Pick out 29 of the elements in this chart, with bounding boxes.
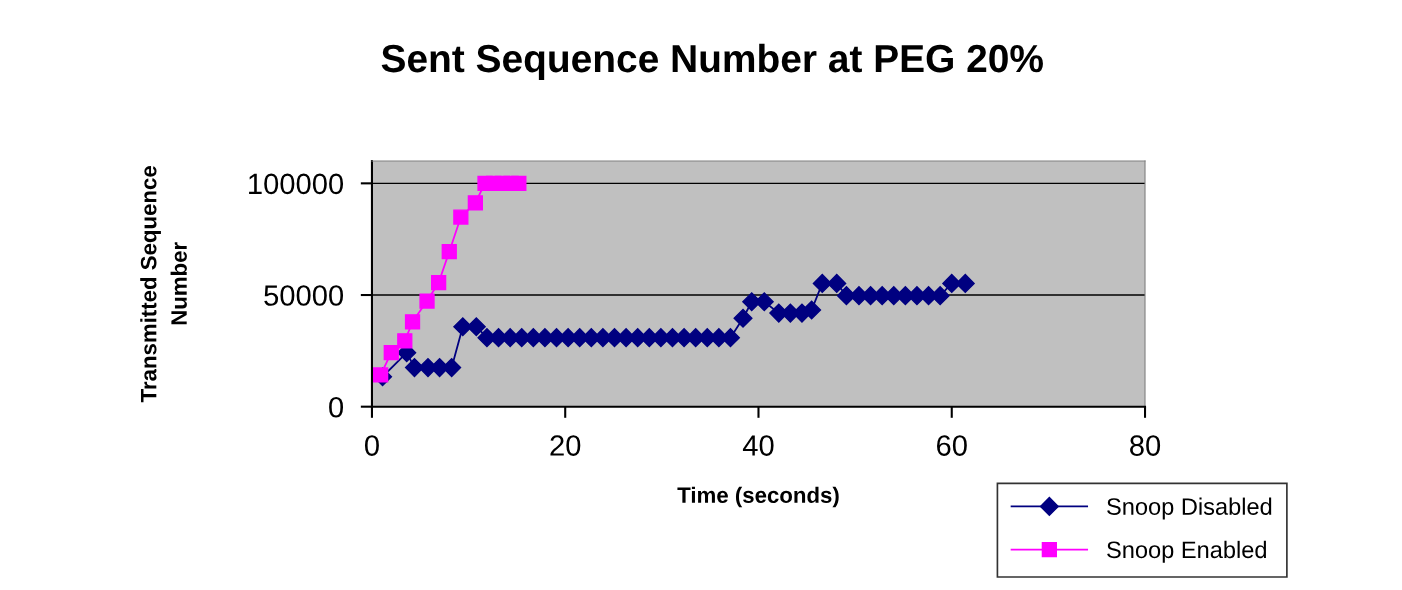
point <box>442 358 462 378</box>
point <box>467 195 483 211</box>
y-axis-title: Transmitted Sequence Number <box>140 166 187 403</box>
point <box>812 273 832 293</box>
chart-title: Sent Sequence Number at PEG 20% <box>381 43 1043 81</box>
point <box>430 275 447 291</box>
x-tick-label: 40 <box>742 435 774 456</box>
point <box>827 273 847 293</box>
point <box>404 314 421 330</box>
x-tick-label: 60 <box>937 435 967 456</box>
point <box>733 308 753 328</box>
point <box>419 293 435 309</box>
point <box>383 344 399 361</box>
point <box>802 300 822 320</box>
point <box>397 333 413 349</box>
x-tick-label: 20 <box>550 435 581 456</box>
legend-label: Snoop Enabled <box>1107 540 1266 563</box>
x-tick-label: 0 <box>364 435 379 456</box>
x-tick-label: 80 <box>1130 435 1161 456</box>
point <box>441 244 457 260</box>
legend-label: Snoop Disabled <box>1107 497 1272 520</box>
point <box>955 273 975 293</box>
point <box>466 317 486 337</box>
y-tick-label: 50000 <box>264 285 344 306</box>
point <box>511 175 527 191</box>
x-axis-title: Time (seconds) <box>677 486 839 508</box>
y-tick-label: 100000 <box>249 173 344 195</box>
point <box>453 209 469 225</box>
y-tick-label: 0 <box>329 396 344 418</box>
